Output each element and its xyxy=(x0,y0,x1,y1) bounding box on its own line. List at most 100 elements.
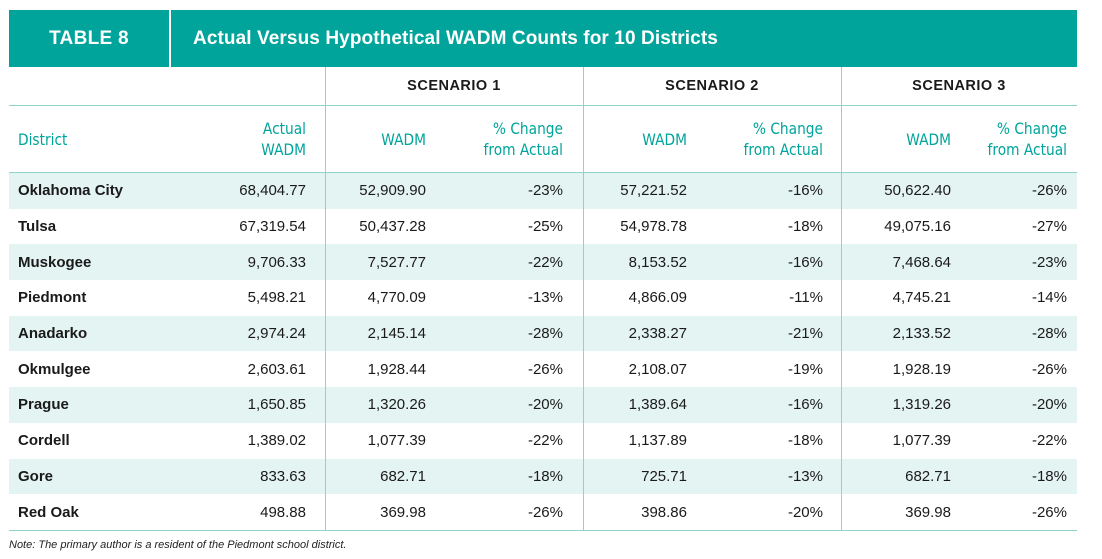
value-cell-s1: 1,928.44 xyxy=(367,360,426,378)
table-row: Tulsa 67,319.54 50,437.28 -25% 54,978.78 -18%… xyxy=(9,209,1077,245)
district-column-header: District xyxy=(18,129,68,149)
value-cell-c1: -25% xyxy=(527,218,563,236)
value-cell-actual: 1,389.02 xyxy=(247,432,306,450)
wadm-table: SCENARIO 1 SCENARIO 2 SCENARIO 3 Distric… xyxy=(9,67,1077,530)
value-cell-c2: -18% xyxy=(787,432,823,450)
value-cell-c2: -18% xyxy=(787,218,823,236)
column-divider xyxy=(325,67,326,530)
value-cell-c1: -22% xyxy=(527,253,563,271)
value-cell-c3: -28% xyxy=(1031,325,1067,343)
district-name-cell: Piedmont xyxy=(18,289,87,307)
table-row: Prague 1,650.85 1,320.26 -20% 1,389.64 -16% 1,… xyxy=(9,387,1077,423)
value-cell-actual: 67,319.54 xyxy=(239,218,306,236)
table-row: Okmulgee 2,603.61 1,928.44 -26% 2,108.07 -19%… xyxy=(9,351,1077,387)
value-cell-c2: -16% xyxy=(787,182,823,200)
s3-change-column-header: % Change from Actual xyxy=(987,119,1067,159)
value-cell-s3: 49,075.16 xyxy=(884,218,951,236)
value-cell-s2: 398.86 xyxy=(641,503,687,521)
value-cell-s3: 682.71 xyxy=(905,467,951,485)
value-cell-actual: 1,650.85 xyxy=(247,396,306,414)
value-cell-s2: 2,108.07 xyxy=(628,360,687,378)
value-cell-c2: -16% xyxy=(787,396,823,414)
district-name-cell: Red Oak xyxy=(18,503,79,521)
value-cell-s3: 2,133.52 xyxy=(892,325,951,343)
value-cell-c2: -16% xyxy=(787,253,823,271)
value-cell-actual: 5,498.21 xyxy=(247,289,306,307)
actual-wadm-column-header: Actual WADM xyxy=(261,119,306,159)
value-cell-s1: 369.98 xyxy=(380,503,426,521)
value-cell-s2: 2,338.27 xyxy=(628,325,687,343)
value-cell-s1: 4,770.09 xyxy=(367,289,426,307)
column-header-row: District Actual WADM WADM % Change from … xyxy=(9,106,1077,173)
value-cell-c1: -22% xyxy=(527,432,563,450)
value-cell-c1: -20% xyxy=(527,396,563,414)
value-cell-c1: -26% xyxy=(527,503,563,521)
table-bottom-rule xyxy=(9,530,1077,531)
value-cell-s3: 4,745.21 xyxy=(892,289,951,307)
district-name-cell: Tulsa xyxy=(18,218,57,236)
value-cell-c3: -26% xyxy=(1031,503,1067,521)
value-cell-c1: -26% xyxy=(527,360,563,378)
value-cell-c1: -13% xyxy=(527,289,563,307)
value-cell-c3: -26% xyxy=(1031,182,1067,200)
value-cell-s1: 1,320.26 xyxy=(367,396,426,414)
value-cell-s2: 725.71 xyxy=(641,467,687,485)
district-name-cell: Oklahoma City xyxy=(18,182,124,200)
table-row: Oklahoma City 68,404.77 52,909.90 -23% 57,22… xyxy=(9,173,1077,209)
scenario-3-header: SCENARIO 3 xyxy=(912,78,1006,94)
value-cell-c1: -18% xyxy=(527,467,563,485)
value-cell-s3: 1,319.26 xyxy=(892,396,951,414)
value-cell-s1: 52,909.90 xyxy=(359,182,426,200)
district-name-cell: Anadarko xyxy=(18,325,88,343)
table-row: Anadarko 2,974.24 2,145.14 -28% 2,338.27 -21%… xyxy=(9,315,1077,352)
s3-wadm-column-header: WADM xyxy=(906,129,951,149)
value-cell-s2: 4,866.09 xyxy=(628,289,687,307)
s2-wadm-column-header: WADM xyxy=(642,129,687,149)
value-cell-actual: 833.63 xyxy=(260,467,306,485)
value-cell-s2: 8,153.52 xyxy=(628,253,687,271)
column-divider xyxy=(841,67,842,530)
s2-change-column-header: % Change from Actual xyxy=(743,119,823,159)
table-title: Actual Versus Hypothetical WADM Counts f… xyxy=(193,27,718,49)
s1-wadm-column-header: WADM xyxy=(381,129,426,149)
table-title-bar: TABLE 8 Actual Versus Hypothetical WADM … xyxy=(9,10,1077,67)
scenario-1-header: SCENARIO 1 xyxy=(407,78,501,94)
value-cell-s1: 7,527.77 xyxy=(367,253,426,271)
column-divider xyxy=(583,67,584,530)
table-row: Piedmont 5,498.21 4,770.09 -13% 4,866.09 -11%… xyxy=(9,280,1077,316)
value-cell-actual: 9,706.33 xyxy=(247,253,306,271)
table-note: Note: The primary author is a resident o… xyxy=(9,539,347,551)
value-cell-c2: -19% xyxy=(787,360,823,378)
value-cell-c1: -23% xyxy=(527,182,563,200)
table-row: Gore 833.63 682.71 -18% 725.71 -13% 682.71 -18% xyxy=(9,458,1077,495)
scenario-header-row: SCENARIO 1 SCENARIO 2 SCENARIO 3 xyxy=(9,67,1077,106)
value-cell-c1: -28% xyxy=(527,325,563,343)
value-cell-s1: 1,077.39 xyxy=(367,432,426,450)
value-cell-c3: -27% xyxy=(1031,218,1067,236)
table-row: Muskogee 9,706.33 7,527.77 -22% 8,153.52 -16%… xyxy=(9,244,1077,281)
value-cell-c3: -23% xyxy=(1031,253,1067,271)
value-cell-actual: 2,603.61 xyxy=(247,360,306,378)
table-number-label: TABLE 8 xyxy=(9,10,171,67)
table-body: Oklahoma City 68,404.77 52,909.90 -23% 57,22… xyxy=(9,173,1077,530)
value-cell-c3: -20% xyxy=(1031,396,1067,414)
value-cell-c2: -20% xyxy=(787,503,823,521)
scenario-2-header: SCENARIO 2 xyxy=(665,78,759,94)
value-cell-s1: 2,145.14 xyxy=(367,325,426,343)
value-cell-s1: 50,437.28 xyxy=(359,218,426,236)
district-name-cell: Prague xyxy=(18,396,69,414)
value-cell-s2: 57,221.52 xyxy=(620,182,687,200)
value-cell-c3: -26% xyxy=(1031,360,1067,378)
value-cell-actual: 68,404.77 xyxy=(239,182,306,200)
value-cell-c2: -21% xyxy=(787,325,823,343)
value-cell-c3: -18% xyxy=(1031,467,1067,485)
value-cell-s3: 7,468.64 xyxy=(892,253,951,271)
value-cell-actual: 498.88 xyxy=(260,503,306,521)
s1-change-column-header: % Change from Actual xyxy=(483,119,563,159)
value-cell-s2: 1,389.64 xyxy=(628,396,687,414)
value-cell-c3: -22% xyxy=(1031,432,1067,450)
value-cell-c2: -11% xyxy=(789,289,823,307)
district-name-cell: Cordell xyxy=(18,432,70,450)
value-cell-c3: -14% xyxy=(1031,289,1067,307)
table-row: Red Oak 498.88 369.98 -26% 398.86 -20% 369.98 -… xyxy=(9,494,1077,530)
